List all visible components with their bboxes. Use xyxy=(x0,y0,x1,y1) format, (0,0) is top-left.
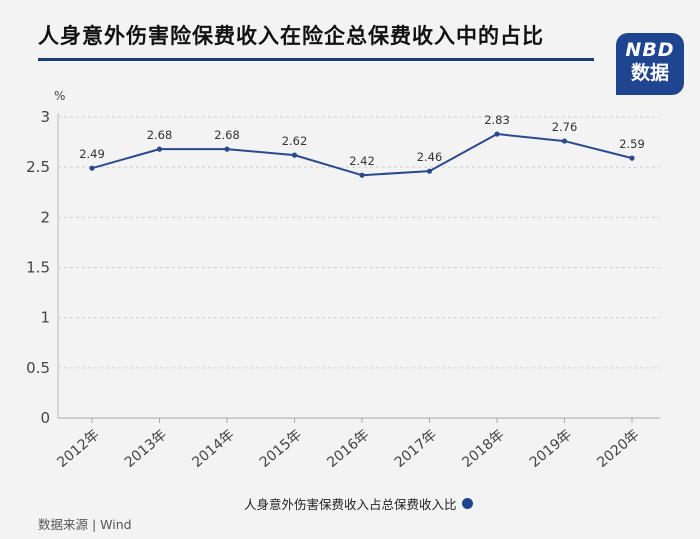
data-label: 2.68 xyxy=(214,128,240,142)
x-tick-label: 2018年 xyxy=(459,427,507,471)
data-point xyxy=(156,146,163,152)
nbd-data-logo: NBD 数据 xyxy=(616,33,684,95)
data-label: 2.59 xyxy=(619,137,645,151)
data-label: 2.83 xyxy=(484,113,510,127)
data-label: 2.68 xyxy=(147,128,173,142)
data-label: 2.42 xyxy=(349,154,375,168)
y-tick-label: 2.5 xyxy=(26,158,50,176)
x-tick-label: 2017年 xyxy=(392,427,440,471)
x-tick-label: 2020年 xyxy=(594,427,642,471)
data-label: 2.76 xyxy=(552,120,578,134)
logo-line-2: 数据 xyxy=(630,62,669,84)
data-label: 2.46 xyxy=(417,150,443,164)
y-tick-label: 0 xyxy=(40,409,50,427)
data-label: 2.62 xyxy=(282,134,308,148)
data-point xyxy=(291,152,298,158)
legend-label: 人身意外伤害保费收入占总保费收入比 xyxy=(244,497,457,512)
chart-title: 人身意外伤害险保费收入在险企总保费收入中的占比 xyxy=(38,24,544,48)
y-tick-label: 1.5 xyxy=(26,259,50,277)
x-tick-label: 2019年 xyxy=(527,427,575,471)
x-tick-label: 2014年 xyxy=(189,427,237,471)
y-tick-label: 1 xyxy=(40,309,50,327)
title-underline xyxy=(38,58,594,61)
data-source: 数据来源 | Wind xyxy=(38,517,132,532)
x-tick-label: 2016年 xyxy=(324,427,372,471)
x-tick-label: 2015年 xyxy=(257,427,305,471)
logo-line-1: NBD xyxy=(625,39,675,61)
series-layer xyxy=(89,131,635,178)
data-point xyxy=(224,146,230,152)
data-label: 2.49 xyxy=(79,147,105,161)
data-point xyxy=(629,155,635,161)
data-point xyxy=(89,165,95,171)
data-labels: 2.49 2.68 2.68 2.62 2.42 2.46 2.83 2.76 2.59 xyxy=(79,113,645,168)
y-axis-ticks: 0 0.5 1 1.5 2 2.5 3 xyxy=(26,108,50,427)
data-point xyxy=(561,138,568,144)
y-tick-label: 0.5 xyxy=(26,359,50,377)
x-tick-label: 2012年 xyxy=(54,427,102,471)
data-point xyxy=(494,131,500,137)
data-point xyxy=(426,168,433,174)
data-point xyxy=(359,172,365,178)
x-tick-label: 2013年 xyxy=(122,427,170,471)
y-axis-unit: % xyxy=(54,89,65,103)
legend-marker xyxy=(461,498,473,509)
grid-layer xyxy=(57,113,660,419)
y-tick-label: 2 xyxy=(40,208,50,226)
y-tick-label: 3 xyxy=(40,108,50,126)
x-axis-ticks: 2012年 2013年 2014年 2015年 2016年 2017年 2018年 2019年… xyxy=(54,418,643,471)
legend: 人身意外伤害保费收入占总保费收入比 xyxy=(244,494,473,513)
